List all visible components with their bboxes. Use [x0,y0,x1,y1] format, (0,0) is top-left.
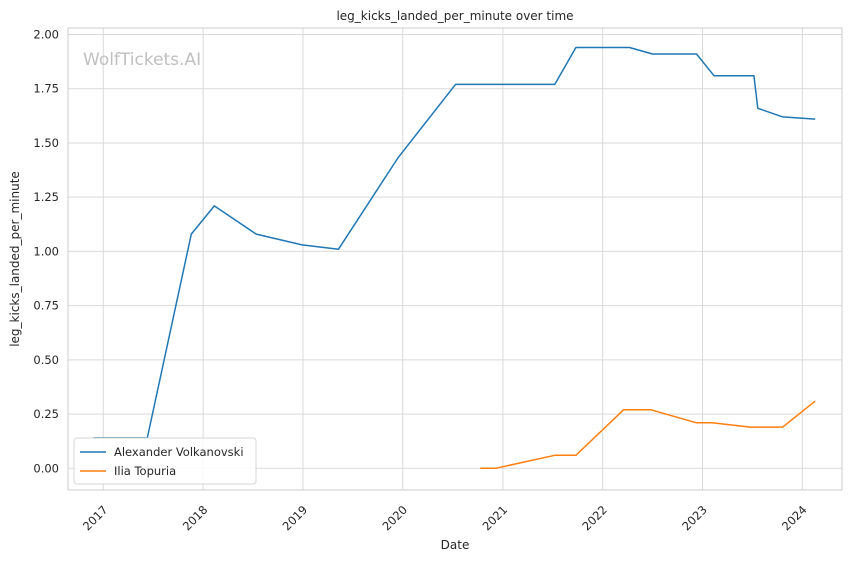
legend-label: Ilia Topuria [114,464,176,478]
plot-frame [67,27,843,491]
x-axis-title: Date [441,538,470,552]
x-tick-label: 2022 [579,503,610,534]
series-line-1 [93,46,816,439]
x-tick-label: 2017 [80,503,111,534]
y-tick-label: 0.75 [33,299,59,313]
series-layer [93,46,816,470]
watermark: WolfTickets.AI [83,50,201,70]
grid [68,28,842,490]
x-tick-label: 2024 [779,503,810,534]
y-tick-label: 1.50 [33,136,59,150]
y-tick-label: 1.25 [33,190,59,204]
x-tick-label: 2023 [679,503,710,534]
y-tick-label: 0.00 [33,461,59,475]
x-tick-label: 2019 [280,503,311,534]
legend-box [73,437,257,485]
y-tick-label: 0.25 [33,407,59,421]
y-tick-label: 1.00 [33,244,59,258]
y-tick-label: 0.50 [33,353,59,367]
y-tick-label: 1.75 [33,82,59,96]
chart-title: leg_kicks_landed_per_minute over time [336,9,573,23]
x-tick-label: 2018 [180,503,211,534]
legend: Alexander Volkanovski Ilia Topuria [73,437,257,485]
series-line-2 [480,400,816,470]
y-axis-title: leg_kicks_landed_per_minute [8,171,22,347]
x-tick-label: 2021 [480,503,511,534]
x-tick-label: 2020 [379,503,410,534]
y-tick-label: 2.00 [33,28,59,42]
legend-label: Alexander Volkanovski [114,445,244,459]
